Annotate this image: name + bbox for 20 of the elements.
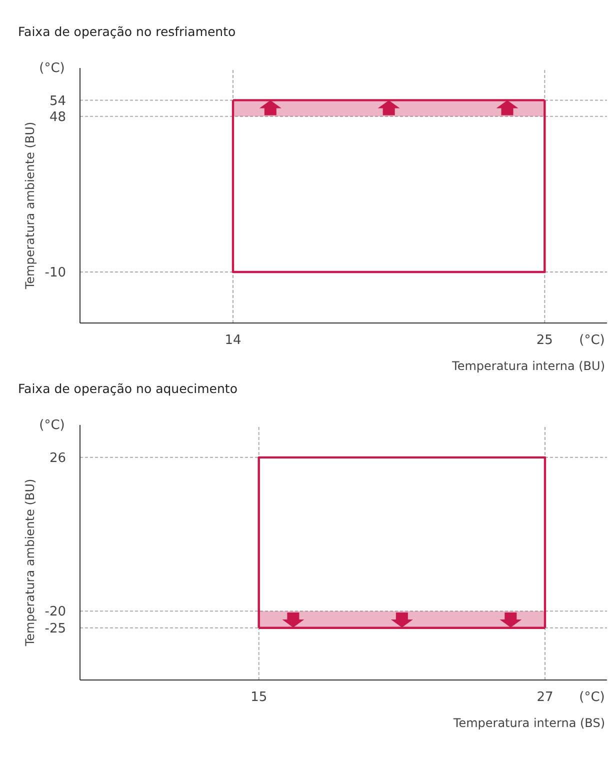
x-axis-title: Temperatura interna (BS) [452, 716, 605, 730]
text: (°C) [39, 418, 65, 433]
text: (°C) [579, 690, 605, 705]
x-tick-label: 15 [250, 690, 268, 705]
y-tick-label: -20 [44, 604, 66, 620]
x-tick-label: 27 [536, 690, 554, 705]
text: (°C) [39, 61, 65, 76]
y-tick-label: 48 [49, 110, 66, 125]
text: (°C) [579, 333, 605, 348]
x-tick-label: 14 [224, 333, 242, 348]
y-axis-title: Temperatura ambiente (BU) [23, 478, 37, 648]
x-axis-title: Temperatura interna (BU) [451, 359, 605, 373]
x-tick-label: 25 [536, 333, 553, 348]
y-tick-label: -10 [44, 266, 66, 281]
chart-title: Faixa de operação no resfriamento [18, 24, 236, 39]
y-tick-label: -25 [44, 621, 66, 636]
y-axis-title: Temperatura ambiente (BU) [23, 122, 37, 290]
chart-title: Faixa de operação no aquecimento [18, 381, 238, 396]
y-tick-label: 54 [49, 94, 66, 109]
y-tick-label: 26 [49, 450, 66, 466]
